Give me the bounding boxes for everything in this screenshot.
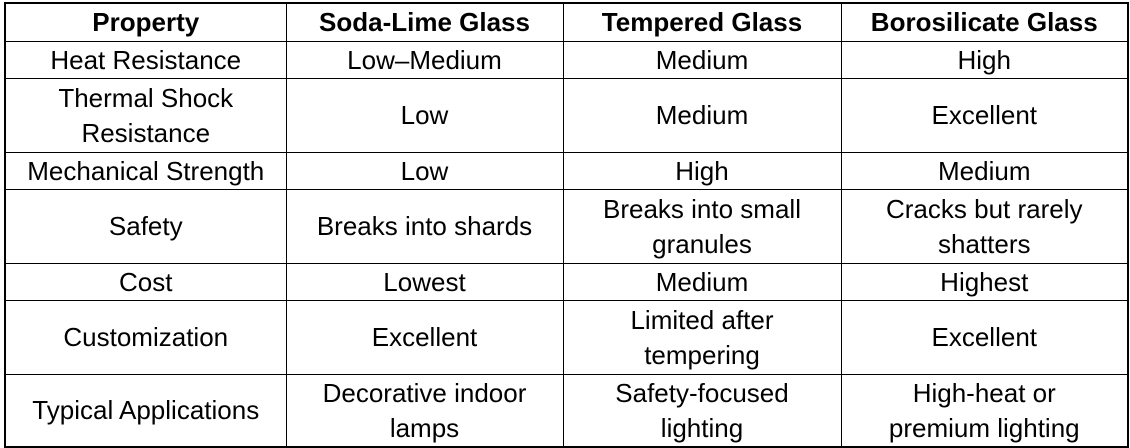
cell-tempered: Medium — [562, 78, 842, 153]
cell-borosilicate: Highest — [840, 263, 1129, 301]
cell-soda-lime: Breaks into shards — [285, 189, 564, 264]
table-row-safety: Safety Breaks into shards Breaks into sm… — [4, 189, 1129, 264]
table-row-cost: Cost Lowest Medium Highest — [4, 263, 1129, 301]
header-row: Property Soda-Lime Glass Tempered Glass … — [4, 2, 1129, 42]
cell-property: Typical Applications — [4, 374, 287, 448]
cell-property: Customization — [4, 300, 287, 375]
cell-borosilicate: Cracks but rarely shatters — [840, 189, 1129, 264]
cell-property: Cost — [4, 263, 287, 301]
cell-tempered: High — [562, 152, 842, 190]
cell-soda-lime: Lowest — [285, 263, 564, 301]
cell-property: Safety — [4, 189, 287, 264]
cell-borosilicate: Medium — [840, 152, 1129, 190]
cell-soda-lime: Decorative indoor lamps — [285, 374, 564, 448]
cell-soda-lime: Low — [285, 152, 564, 190]
table-row-thermal-shock: Thermal Shock Resistance Low Medium Exce… — [4, 78, 1129, 153]
column-header-tempered: Tempered Glass — [562, 2, 842, 42]
cell-borosilicate: High-heat or premium lighting — [840, 374, 1129, 448]
table-row-mechanical-strength: Mechanical Strength Low High Medium — [4, 152, 1129, 190]
cell-tempered: Breaks into small granules — [562, 189, 842, 264]
cell-property: Thermal Shock Resistance — [4, 78, 287, 153]
cell-soda-lime: Low — [285, 78, 564, 153]
cell-borosilicate: High — [840, 41, 1129, 79]
column-header-property: Property — [4, 2, 287, 42]
column-header-borosilicate: Borosilicate Glass — [840, 2, 1129, 42]
table-row-customization: Customization Excellent Limited after te… — [4, 300, 1129, 375]
cell-property: Heat Resistance — [4, 41, 287, 79]
cell-soda-lime: Low–Medium — [285, 41, 564, 79]
glass-comparison-table: Property Soda-Lime Glass Tempered Glass … — [4, 2, 1129, 448]
cell-borosilicate: Excellent — [840, 78, 1129, 153]
column-header-soda-lime: Soda-Lime Glass — [285, 2, 564, 42]
cell-soda-lime: Excellent — [285, 300, 564, 375]
table-row-heat-resistance: Heat Resistance Low–Medium Medium High — [4, 41, 1129, 79]
cell-tempered: Safety-focused lighting — [562, 374, 842, 448]
cell-borosilicate: Excellent — [840, 300, 1129, 375]
cell-tempered: Medium — [562, 263, 842, 301]
cell-tempered: Medium — [562, 41, 842, 79]
cell-property: Mechanical Strength — [4, 152, 287, 190]
cell-tempered: Limited after tempering — [562, 300, 842, 375]
table-row-typical-applications: Typical Applications Decorative indoor l… — [4, 374, 1129, 448]
